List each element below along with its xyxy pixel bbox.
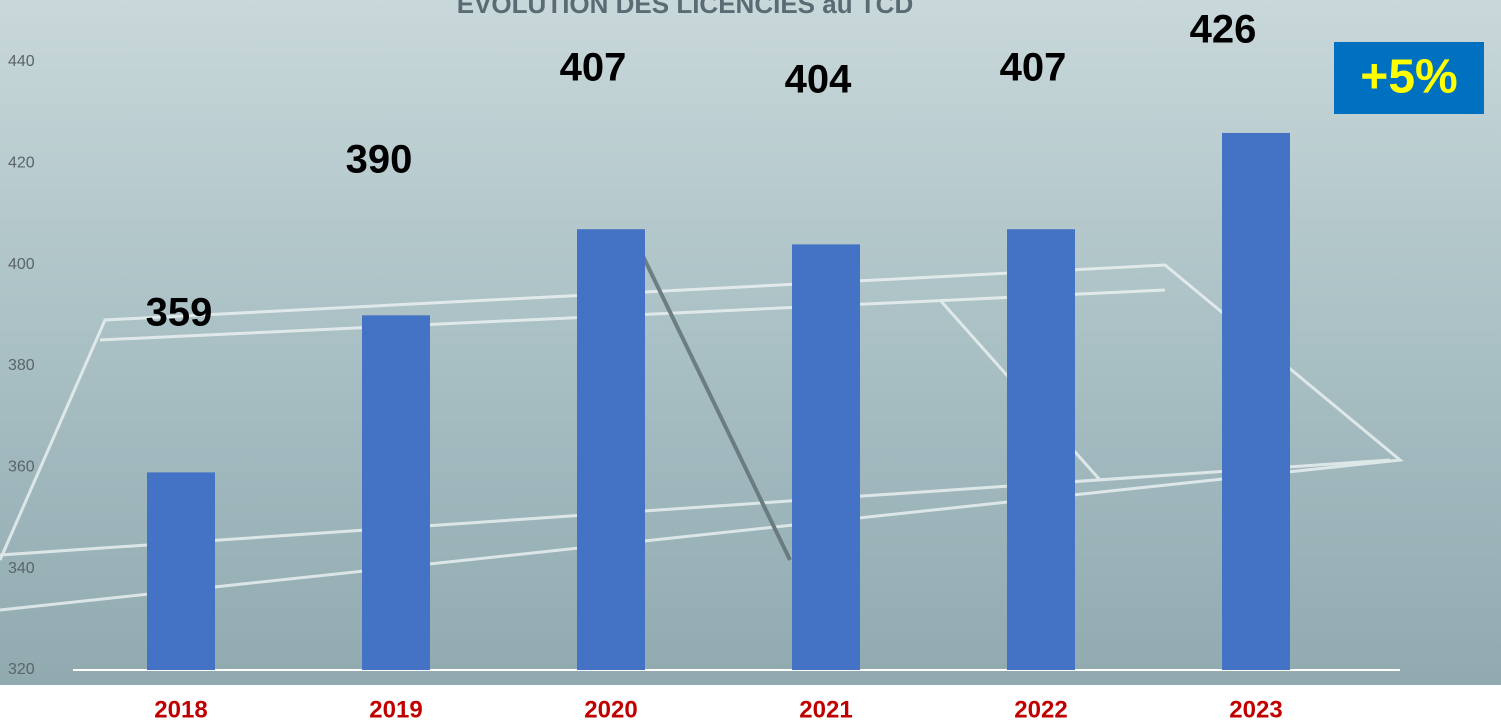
bar [577, 229, 645, 670]
page: {"chart_data": {"type": "bar", "title": … [0, 0, 1501, 724]
x-tick-label: 2019 [369, 696, 422, 723]
y-tick-label: 400 [8, 256, 35, 273]
value-label: 390 [346, 138, 413, 182]
value-label: 407 [1000, 46, 1067, 90]
value-label: 359 [146, 291, 213, 335]
bar [362, 315, 430, 670]
y-tick-label: 380 [8, 357, 35, 374]
bar [792, 244, 860, 670]
value-label: 407 [560, 46, 627, 90]
value-label: 426 [1190, 8, 1257, 52]
bar [1222, 133, 1290, 670]
y-tick-label: 320 [8, 661, 35, 678]
chart-title: EVOLUTION DES LICENCIES au TCD [457, 0, 914, 19]
chart: +5% EVOLUTION DES LICENCIES au TCD 320 34… [0, 0, 1501, 724]
y-tick-label: 340 [8, 560, 35, 577]
bar [147, 472, 215, 670]
y-tick-label: 420 [8, 155, 35, 172]
x-tick-label: 2021 [799, 696, 852, 723]
bar [1007, 229, 1075, 670]
y-tick-label: 440 [8, 53, 35, 70]
x-tick-label: 2023 [1229, 696, 1282, 723]
annotation: +5% [1360, 51, 1457, 104]
x-tick-label: 2020 [584, 696, 637, 723]
x-tick-label: 2018 [154, 696, 207, 723]
value-label: 404 [785, 58, 852, 102]
y-tick-label: 360 [8, 459, 35, 476]
x-tick-label: 2022 [1014, 696, 1067, 723]
